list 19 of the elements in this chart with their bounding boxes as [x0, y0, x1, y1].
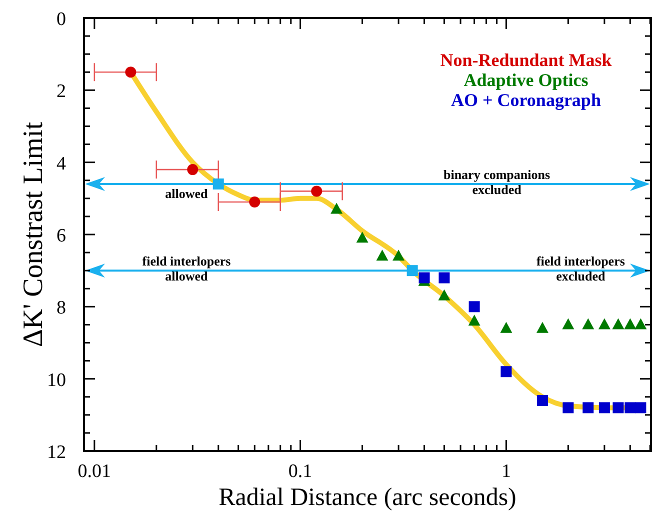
- y-tick-label: 6: [56, 226, 66, 246]
- x-axis-title: Radial Distance (arc seconds): [218, 484, 516, 511]
- x-tick-label: 0.1: [288, 461, 312, 482]
- y-tick-label: 8: [56, 298, 66, 319]
- y-axis-title: ΔK' Constrast Limit: [18, 122, 49, 348]
- y-tick-label: 12: [47, 442, 66, 463]
- y-tick-label: 0: [56, 9, 66, 30]
- text: AO + Coronagraph: [451, 90, 601, 110]
- y-tick-label: 10: [47, 370, 66, 391]
- y-tick-label: 4: [56, 153, 66, 174]
- text: Non-Redundant Mask: [440, 50, 612, 70]
- x-tick-label: 0.01: [78, 461, 112, 482]
- text: Adaptive Optics: [464, 70, 588, 90]
- annotation: allowed: [165, 186, 209, 201]
- annotation: field interlopers excluded: [536, 254, 625, 284]
- y-tick-label: 2: [56, 81, 66, 102]
- x-tick-label: 1: [501, 461, 511, 482]
- annotation: field interlopers allowed: [142, 254, 231, 284]
- annotation: binary companions excluded: [443, 166, 550, 197]
